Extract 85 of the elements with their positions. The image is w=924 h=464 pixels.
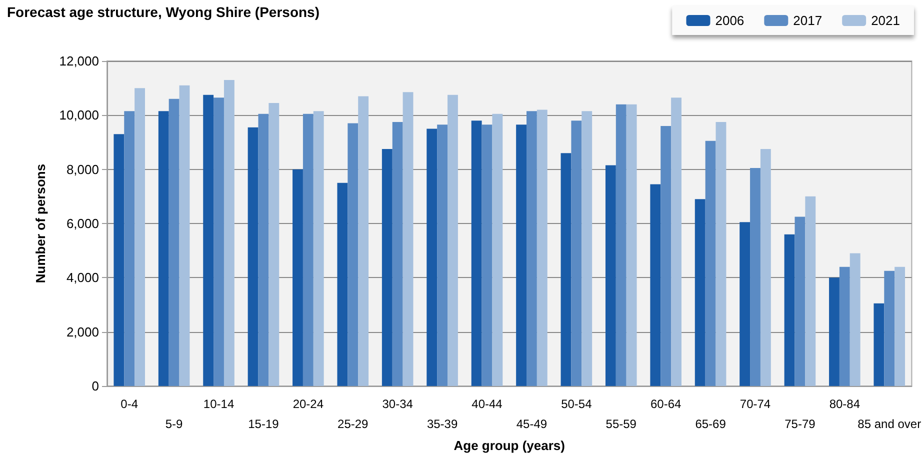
x-tick-label: 25-29 bbox=[338, 417, 369, 431]
x-tick-label: 15-19 bbox=[248, 417, 280, 431]
bar bbox=[302, 114, 314, 386]
bar bbox=[471, 120, 482, 386]
x-tick-label: 55-59 bbox=[606, 417, 637, 431]
legend-label: 2017 bbox=[793, 13, 822, 28]
bar bbox=[203, 94, 214, 386]
bar bbox=[448, 94, 458, 386]
x-tick-label: 50-54 bbox=[561, 397, 592, 411]
x-tick-label: 70-74 bbox=[740, 397, 771, 411]
bar bbox=[716, 122, 726, 386]
bar bbox=[402, 92, 414, 386]
x-tick-label: 80-84 bbox=[829, 397, 860, 411]
y-tick-label: 4,000 bbox=[66, 270, 99, 286]
bar bbox=[694, 199, 706, 386]
bar bbox=[740, 222, 750, 386]
bar bbox=[134, 88, 145, 386]
bar bbox=[224, 80, 234, 386]
bar bbox=[437, 124, 448, 386]
bar bbox=[248, 127, 258, 386]
bar bbox=[168, 98, 180, 386]
x-tick-label: 65-69 bbox=[695, 417, 726, 431]
x-tick-label: 45-49 bbox=[516, 417, 548, 431]
y-tick-label: 6,000 bbox=[66, 216, 99, 231]
x-tick-label: 75-79 bbox=[784, 417, 816, 431]
bar bbox=[894, 266, 906, 386]
legend-label: 2021 bbox=[871, 13, 900, 28]
y-tick-label: 2,000 bbox=[66, 324, 99, 340]
bar bbox=[179, 85, 190, 386]
chart-title: Forecast age structure, Wyong Shire (Persons) bbox=[7, 4, 320, 20]
x-tick-label: 0-4 bbox=[120, 397, 138, 411]
bar bbox=[671, 98, 682, 386]
bar bbox=[850, 253, 860, 386]
y-tick-label: 10,000 bbox=[59, 108, 99, 123]
bar bbox=[616, 104, 626, 386]
bar bbox=[626, 104, 637, 386]
bar bbox=[516, 124, 526, 386]
bar bbox=[258, 114, 269, 386]
bar bbox=[536, 110, 548, 386]
bar bbox=[158, 111, 169, 386]
y-tick-label: 0 bbox=[92, 378, 99, 394]
bar bbox=[337, 182, 348, 386]
x-axis-title: Age group (years) bbox=[454, 438, 565, 453]
bar bbox=[884, 270, 895, 386]
bar bbox=[660, 126, 672, 386]
bar bbox=[839, 266, 850, 386]
bar bbox=[348, 123, 358, 386]
x-tick-label: 40-44 bbox=[472, 397, 503, 411]
x-tick-label: 60-64 bbox=[650, 397, 682, 411]
bar bbox=[526, 111, 537, 386]
bar bbox=[482, 124, 492, 386]
x-tick-label: 30-34 bbox=[382, 397, 414, 411]
x-tick-label: 20-24 bbox=[292, 397, 324, 411]
bar bbox=[382, 149, 392, 386]
bar bbox=[426, 128, 438, 386]
bar bbox=[750, 168, 760, 386]
bar bbox=[605, 165, 616, 386]
bar bbox=[705, 140, 716, 386]
bar bbox=[829, 278, 840, 386]
x-tick-label: 10-14 bbox=[203, 397, 234, 411]
bar bbox=[805, 196, 816, 386]
legend-label: 2006 bbox=[715, 13, 744, 28]
bar bbox=[560, 153, 572, 386]
bar bbox=[650, 184, 661, 386]
y-axis-title: Number of persons bbox=[33, 164, 48, 284]
bar bbox=[492, 114, 503, 386]
bar bbox=[114, 134, 124, 386]
bar bbox=[794, 216, 806, 386]
bar bbox=[784, 234, 795, 386]
bar bbox=[358, 96, 369, 386]
x-tick-label: 5-9 bbox=[165, 417, 184, 431]
bar bbox=[268, 102, 280, 386]
y-tick-label: 12,000 bbox=[59, 54, 99, 68]
bar bbox=[313, 111, 324, 386]
bar bbox=[874, 303, 884, 386]
x-tick-label: 85 and over bbox=[858, 417, 922, 431]
bar bbox=[392, 122, 403, 386]
x-tick-label: 35-39 bbox=[426, 417, 458, 431]
bar bbox=[214, 98, 224, 386]
bar bbox=[124, 111, 135, 386]
bar bbox=[582, 111, 592, 386]
y-tick-label: 8,000 bbox=[66, 162, 99, 177]
bar bbox=[571, 120, 582, 386]
bar bbox=[292, 169, 303, 386]
bar bbox=[760, 149, 771, 386]
